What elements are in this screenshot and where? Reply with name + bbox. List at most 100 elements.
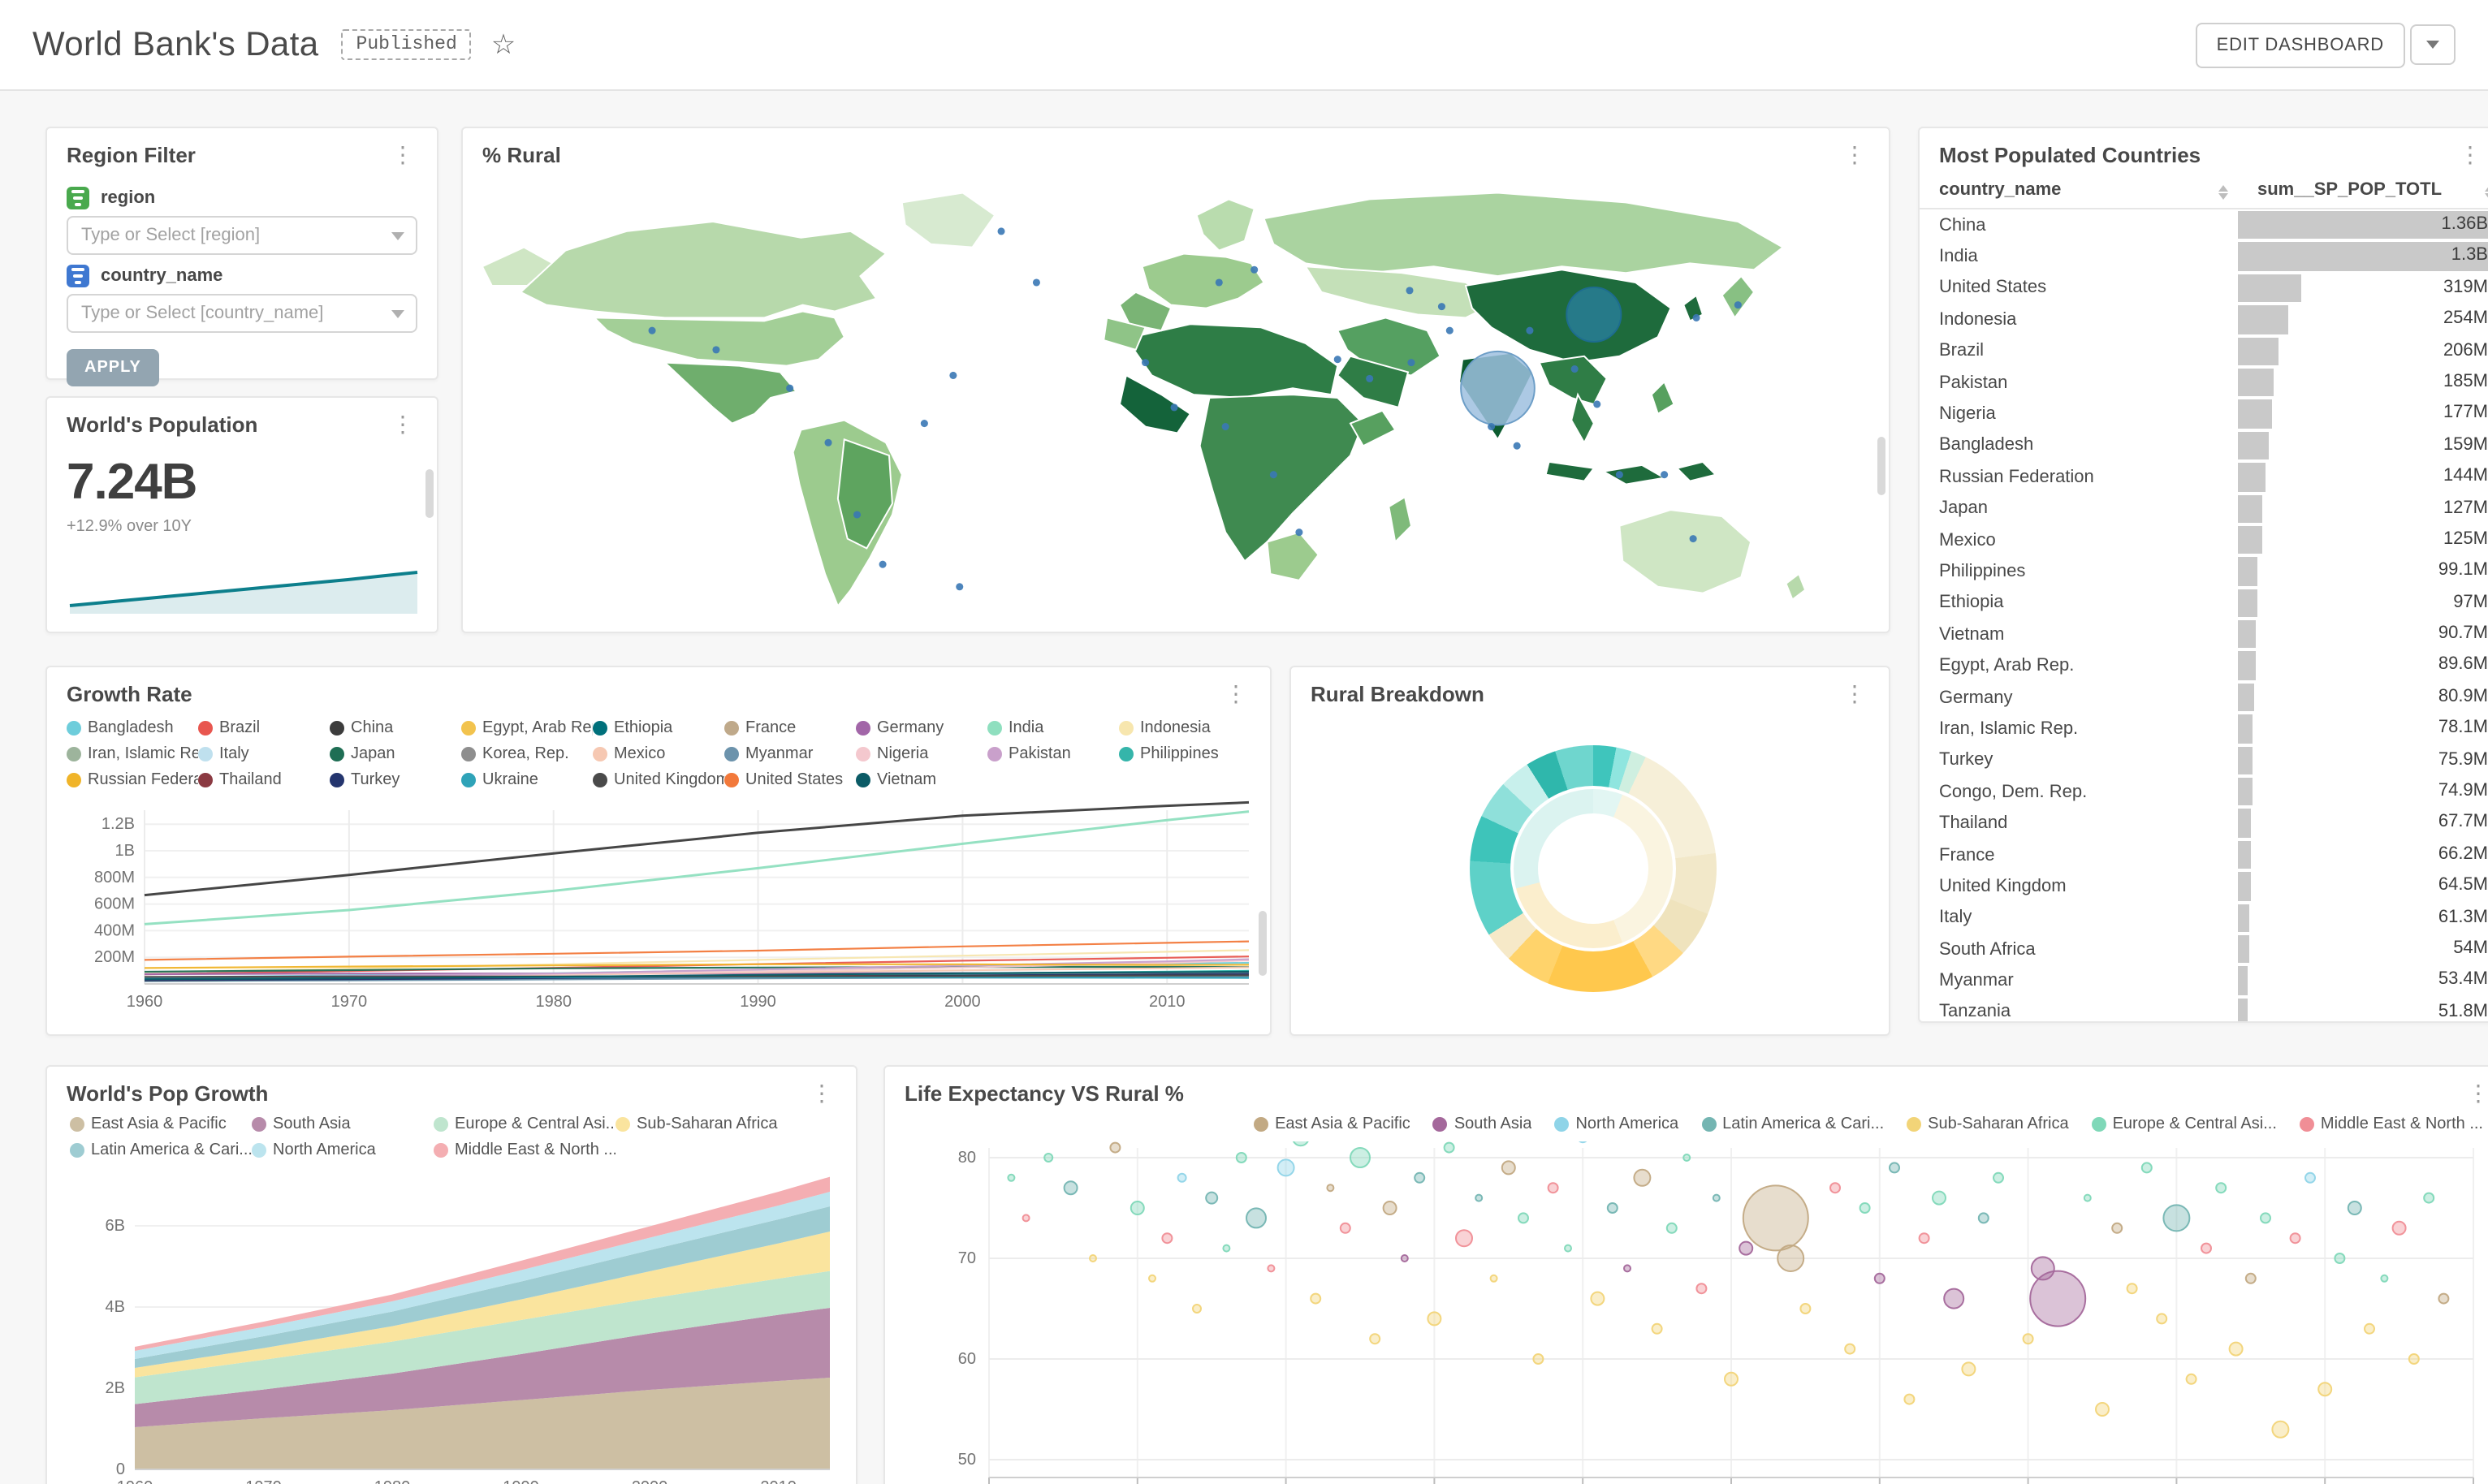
favorite-star-icon[interactable]: ☆ bbox=[490, 28, 516, 59]
legend-item[interactable]: Turkey bbox=[330, 771, 461, 789]
table-row[interactable]: Myanmar 53.4M bbox=[1920, 965, 2488, 997]
legend-item[interactable]: France bbox=[724, 719, 856, 737]
column-header-country[interactable]: country_name bbox=[1920, 174, 2238, 209]
legend-item[interactable]: Pakistan bbox=[987, 745, 1119, 763]
table-row[interactable]: France 66.2M bbox=[1920, 839, 2488, 871]
table-row[interactable]: Ethiopia 97M bbox=[1920, 587, 2488, 619]
table-row[interactable]: Germany 80.9M bbox=[1920, 682, 2488, 714]
legend-item[interactable]: South Asia bbox=[252, 1115, 434, 1133]
table-row[interactable]: Italy 61.3M bbox=[1920, 902, 2488, 934]
world-map[interactable] bbox=[463, 167, 1890, 632]
legend-label: East Asia & Pacific bbox=[91, 1115, 227, 1133]
region-filter-input[interactable] bbox=[67, 216, 417, 255]
table-row[interactable]: Turkey 75.9M bbox=[1920, 744, 2488, 776]
card-menu-icon[interactable]: ⋮ bbox=[391, 141, 414, 167]
population-bar bbox=[2238, 399, 2273, 429]
card-menu-icon[interactable]: ⋮ bbox=[2467, 1080, 2488, 1106]
pop-growth-chart: 0 2B 4B 6B 1960 1970 1980 1990 2000 2010 bbox=[106, 1176, 830, 1484]
rural-breakdown-donut[interactable] bbox=[1470, 745, 1717, 992]
legend-item[interactable]: Ukraine bbox=[461, 771, 593, 789]
table-row[interactable]: Russian Federation 144M bbox=[1920, 461, 2488, 493]
filter-icon bbox=[67, 187, 89, 209]
legend-item[interactable]: Russian Federation bbox=[67, 771, 198, 789]
table-row[interactable]: Philippines 99.1M bbox=[1920, 556, 2488, 588]
table-row[interactable]: Iran, Islamic Rep. 78.1M bbox=[1920, 714, 2488, 745]
scrollbar-thumb[interactable] bbox=[1259, 911, 1267, 976]
card-menu-icon[interactable]: ⋮ bbox=[1843, 141, 1866, 167]
country-select[interactable] bbox=[67, 294, 417, 333]
header-menu-button[interactable] bbox=[2410, 24, 2456, 65]
legend-item[interactable]: India bbox=[987, 719, 1119, 737]
legend-item[interactable]: Indonesia bbox=[1119, 719, 1250, 737]
legend-item[interactable]: United Kingdom bbox=[593, 771, 724, 789]
population-bar bbox=[2238, 651, 2256, 680]
legend-item[interactable]: South Asia bbox=[1432, 1115, 1531, 1133]
legend-item[interactable]: Japan bbox=[330, 745, 461, 763]
legend-item[interactable]: Korea, Rep. bbox=[461, 745, 593, 763]
legend-item[interactable]: Ethiopia bbox=[593, 719, 724, 737]
legend-item[interactable]: United States bbox=[724, 771, 856, 789]
table-row[interactable]: Brazil 206M bbox=[1920, 335, 2488, 367]
legend-item[interactable]: Latin America & Cari... bbox=[70, 1141, 252, 1159]
svg-text:2000: 2000 bbox=[944, 993, 981, 1011]
table-row[interactable]: Tanzania 51.8M bbox=[1920, 997, 2488, 1021]
edit-dashboard-button[interactable]: EDIT DASHBOARD bbox=[2195, 22, 2405, 67]
legend-item[interactable]: North America bbox=[252, 1141, 434, 1159]
scrollbar-thumb[interactable] bbox=[1877, 437, 1885, 495]
card-menu-icon[interactable]: ⋮ bbox=[2459, 141, 2482, 167]
legend-item[interactable]: Vietnam bbox=[856, 771, 987, 789]
table-row[interactable]: India 1.3B bbox=[1920, 241, 2488, 273]
legend-item[interactable]: Mexico bbox=[593, 745, 724, 763]
legend-item[interactable]: Egypt, Arab Rep. bbox=[461, 719, 593, 737]
scrollbar-thumb[interactable] bbox=[425, 469, 434, 518]
legend-item[interactable]: North America bbox=[1554, 1115, 1678, 1133]
legend-item[interactable]: Nigeria bbox=[856, 745, 987, 763]
legend-item[interactable]: Europe & Central Asi... bbox=[434, 1115, 616, 1133]
table-row[interactable]: Nigeria 177M bbox=[1920, 399, 2488, 430]
card-menu-icon[interactable]: ⋮ bbox=[1225, 680, 1247, 706]
legend-item[interactable]: Middle East & North ... bbox=[2299, 1115, 2483, 1133]
table-row[interactable]: Mexico 125M bbox=[1920, 524, 2488, 556]
legend-item[interactable]: Italy bbox=[198, 745, 330, 763]
legend-item[interactable]: Thailand bbox=[198, 771, 330, 789]
table-row[interactable]: Pakistan 185M bbox=[1920, 367, 2488, 399]
table-row[interactable]: Thailand 67.7M bbox=[1920, 808, 2488, 839]
table-row[interactable]: United Kingdom 64.5M bbox=[1920, 870, 2488, 902]
legend-item[interactable]: East Asia & Pacific bbox=[1254, 1115, 1410, 1133]
card-menu-icon[interactable]: ⋮ bbox=[1843, 680, 1866, 706]
legend-item[interactable]: Sub-Saharan Africa bbox=[616, 1115, 797, 1133]
table-row[interactable]: Indonesia 254M bbox=[1920, 304, 2488, 335]
table-row[interactable]: Vietnam 90.7M bbox=[1920, 619, 2488, 650]
legend-item[interactable]: Iran, Islamic Rep. bbox=[67, 745, 198, 763]
legend-item[interactable]: Latin America & Cari... bbox=[1701, 1115, 1884, 1133]
legend-item[interactable]: Sub-Saharan Africa bbox=[1907, 1115, 2069, 1133]
column-header-population[interactable]: sum__SP_POP_TOTL bbox=[2238, 174, 2488, 209]
country-filter-input[interactable] bbox=[67, 294, 417, 333]
legend-item[interactable]: China bbox=[330, 719, 461, 737]
card-menu-icon[interactable]: ⋮ bbox=[391, 411, 414, 437]
legend-item[interactable]: Myanmar bbox=[724, 745, 856, 763]
legend-dot-icon bbox=[616, 1117, 630, 1132]
table-row[interactable]: Bangladesh 159M bbox=[1920, 429, 2488, 461]
table-row[interactable]: South Africa 54M bbox=[1920, 934, 2488, 965]
table-row[interactable]: Congo, Dem. Rep. 74.9M bbox=[1920, 776, 2488, 808]
table-row[interactable]: China 1.36B bbox=[1920, 209, 2488, 241]
table-row[interactable]: United States 319M bbox=[1920, 273, 2488, 304]
card-menu-icon[interactable]: ⋮ bbox=[810, 1080, 833, 1106]
table-row[interactable]: Japan 127M bbox=[1920, 493, 2488, 524]
legend-item[interactable]: Bangladesh bbox=[67, 719, 198, 737]
legend-item[interactable]: Germany bbox=[856, 719, 987, 737]
apply-button[interactable]: APPLY bbox=[67, 349, 159, 386]
legend-dot-icon bbox=[2091, 1117, 2106, 1132]
legend-item[interactable]: Middle East & North ... bbox=[434, 1141, 616, 1159]
legend-item[interactable]: Europe & Central Asi... bbox=[2091, 1115, 2277, 1133]
legend-item[interactable]: Philippines bbox=[1119, 745, 1250, 763]
region-select[interactable] bbox=[67, 216, 417, 255]
legend-item[interactable]: Brazil bbox=[198, 719, 330, 737]
table-row[interactable]: Egypt, Arab Rep. 89.6M bbox=[1920, 650, 2488, 682]
legend-dot-icon bbox=[724, 747, 739, 761]
legend-label: United Kingdom bbox=[614, 771, 724, 789]
country-cell: Iran, Islamic Rep. bbox=[1939, 718, 2079, 739]
legend-item[interactable]: East Asia & Pacific bbox=[70, 1115, 252, 1133]
